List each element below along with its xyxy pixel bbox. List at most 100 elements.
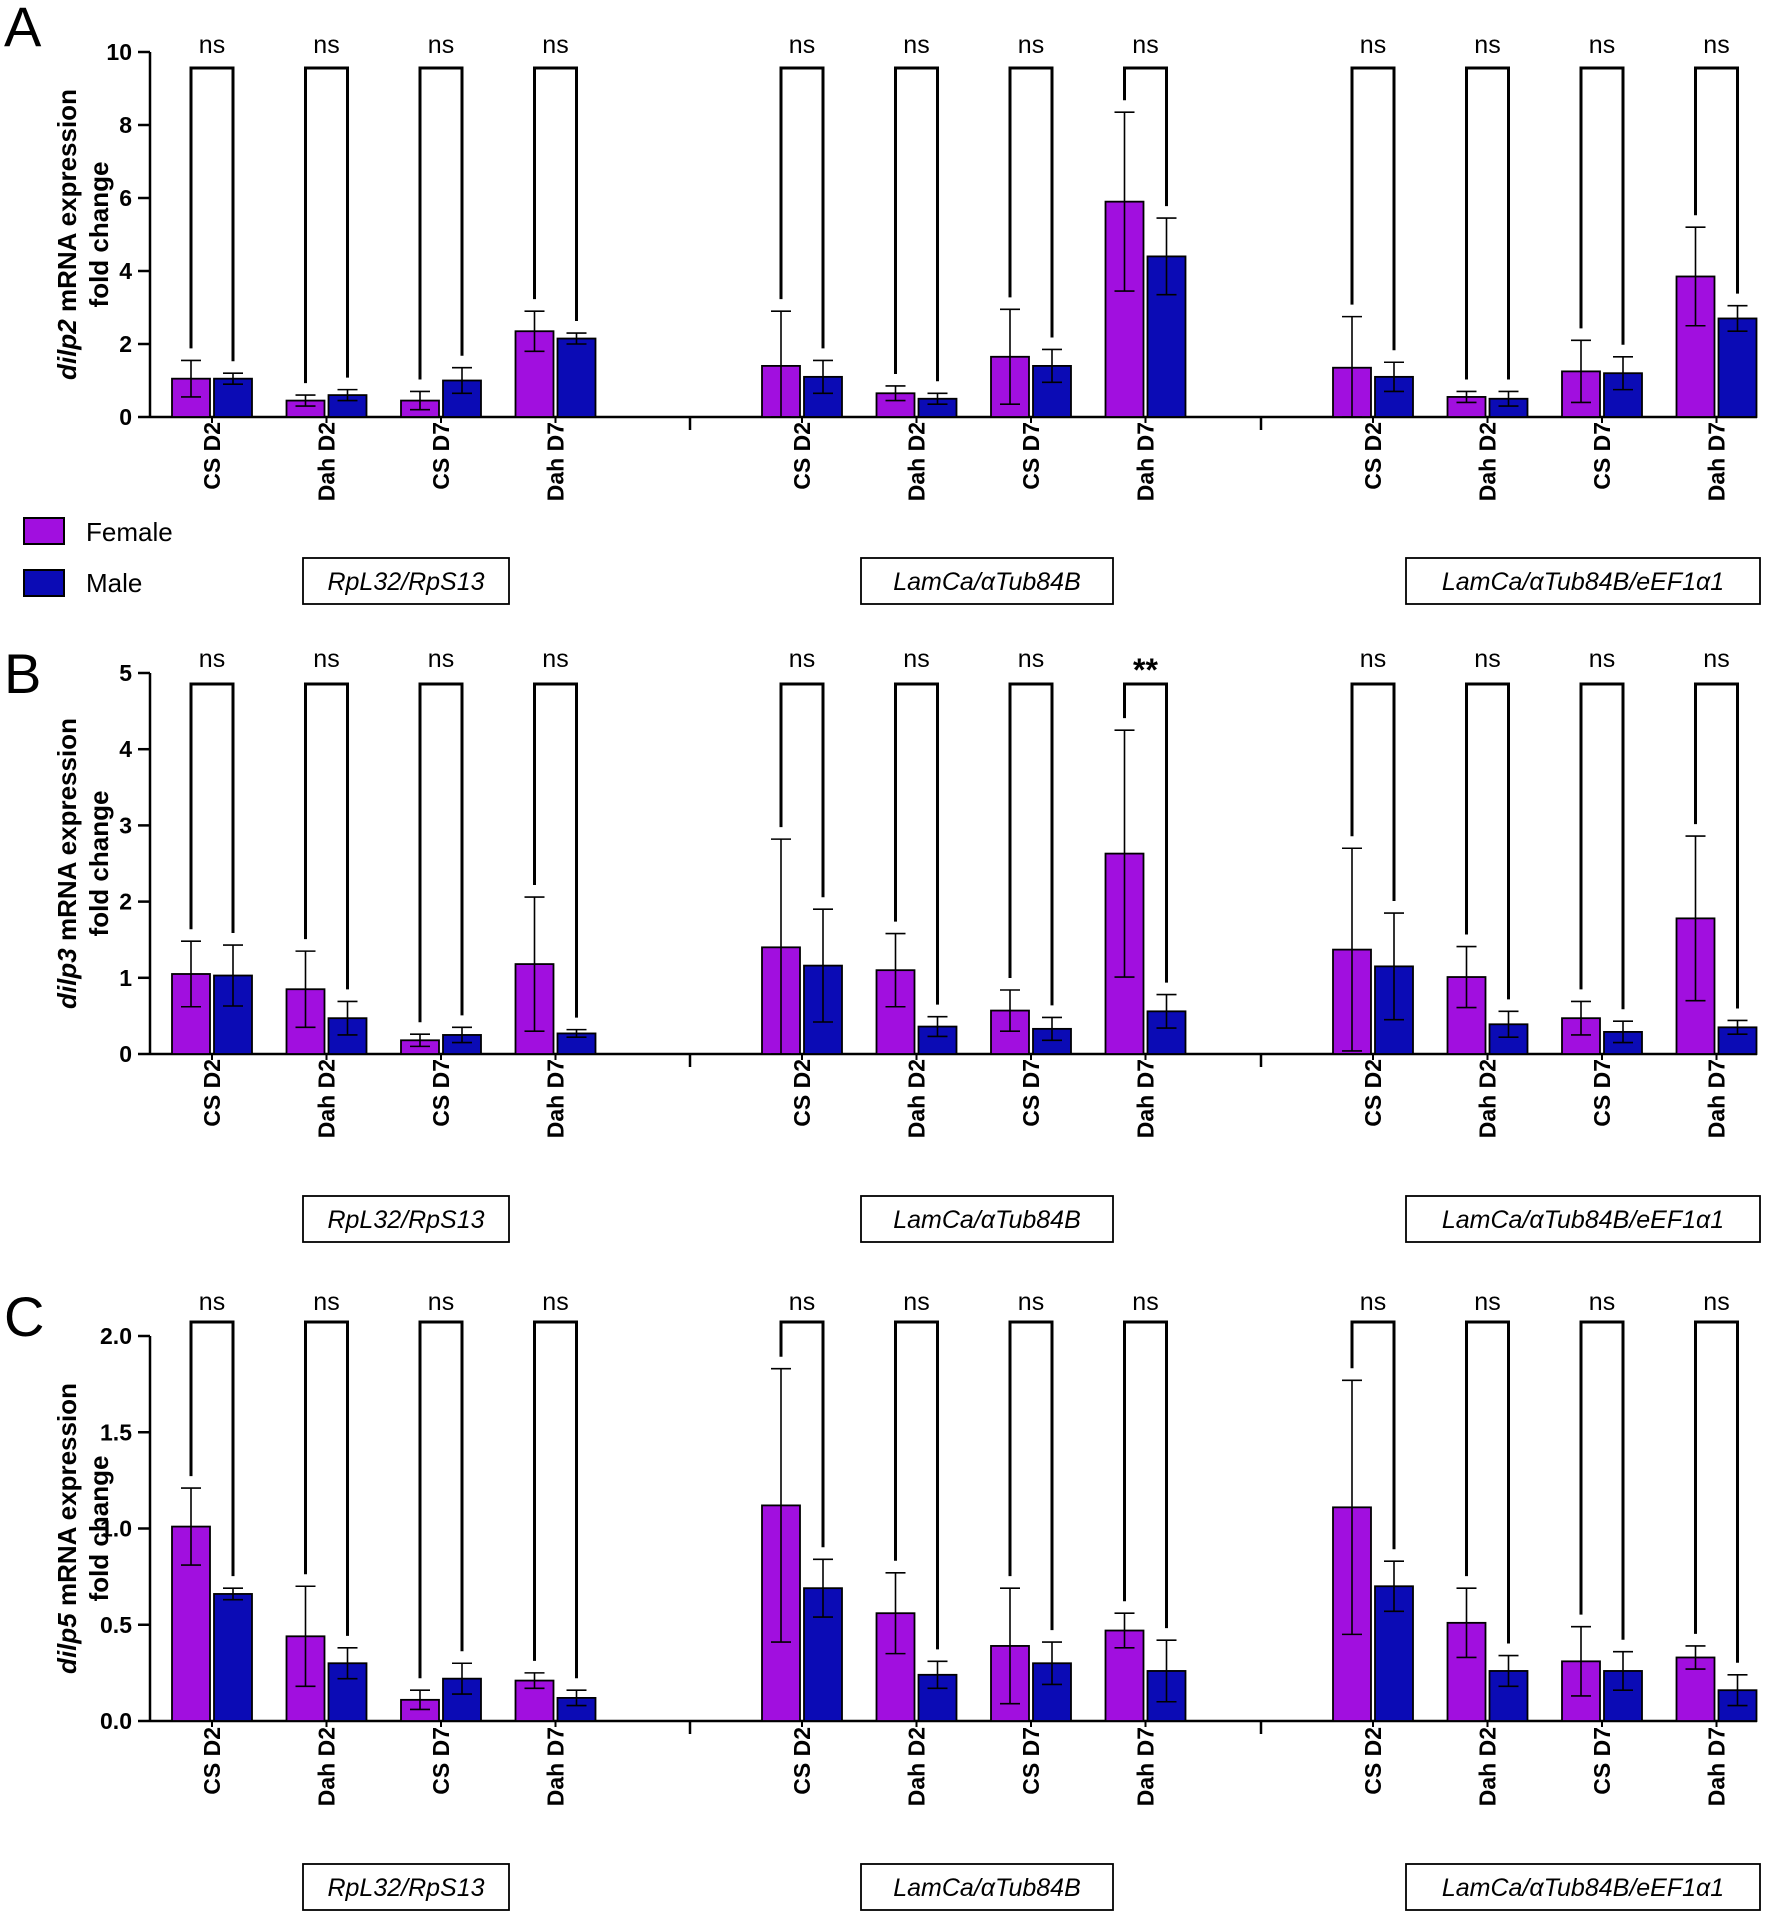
y-axis-label-line2: fold change <box>84 1456 114 1602</box>
normalization-box <box>302 1195 510 1243</box>
y-axis-label: dilp2 mRNA expression <box>52 89 82 380</box>
x-category-label: Dah D7 <box>543 422 569 501</box>
y-axis-label: dilp5 mRNA expression <box>52 1383 82 1674</box>
x-category-label: Dah D7 <box>543 1727 569 1806</box>
x-category-label: CS D7 <box>1589 422 1615 490</box>
y-tick-label: 2 <box>119 889 132 915</box>
x-category-label: Dah D2 <box>1475 422 1501 501</box>
normalization-box <box>1405 557 1761 605</box>
legend-female-swatch <box>23 517 65 545</box>
y-tick-label: 0.0 <box>100 1708 132 1734</box>
normalization-label: RpL32/RpS13 <box>327 568 484 596</box>
significance-bracket <box>1350 682 1396 902</box>
x-category-label: Dah D2 <box>314 422 340 501</box>
significance-bracket <box>189 66 235 362</box>
y-axis-label: dilp3 mRNA expression <box>52 718 82 1009</box>
significance-label: ** <box>1133 652 1158 688</box>
normalization-box <box>1405 1863 1761 1911</box>
panel-letter: C <box>4 1285 44 1348</box>
y-tick-label: 0.5 <box>100 1612 132 1638</box>
x-category-label: CS D7 <box>428 1727 454 1795</box>
significance-label: ns <box>428 1288 454 1316</box>
significance-bracket <box>1465 1320 1510 1644</box>
significance-bracket <box>779 682 825 898</box>
x-category-label: CS D2 <box>789 1059 815 1127</box>
y-axis-label-gene: dilp2 <box>52 319 82 380</box>
significance-bracket <box>779 66 825 349</box>
x-category-label: CS D2 <box>789 422 815 490</box>
normalization-label: LamCa/αTub84B <box>893 568 1081 596</box>
x-category-label: Dah D7 <box>1704 1059 1730 1138</box>
normalization-box <box>860 1863 1114 1911</box>
x-category-label: Dah D2 <box>1475 1059 1501 1138</box>
y-axis-label-text: mRNA expression <box>52 1383 82 1613</box>
significance-label: ns <box>789 31 815 59</box>
significance-label: ns <box>1018 1288 1044 1316</box>
significance-label: ns <box>542 645 568 673</box>
y-tick-label: 4 <box>119 736 132 762</box>
significance-bracket <box>1465 66 1510 380</box>
significance-bracket <box>894 1320 939 1650</box>
significance-label: ns <box>1703 645 1729 673</box>
significance-label: ns <box>1589 1288 1615 1316</box>
significance-label: ns <box>1474 645 1500 673</box>
significance-label: ns <box>428 645 454 673</box>
significance-label: ns <box>1474 1288 1500 1316</box>
significance-label: ns <box>1474 31 1500 59</box>
y-tick-label: 2.0 <box>100 1323 132 1349</box>
normalization-label: LamCa/αTub84B/eEF1α1 <box>1442 1206 1724 1234</box>
y-axis-label-gene: dilp3 <box>52 948 82 1009</box>
x-category-label: Dah D7 <box>1704 1727 1730 1806</box>
significance-bracket <box>779 1320 825 1548</box>
significance-bracket <box>1579 66 1625 345</box>
x-category-label: CS D7 <box>428 1059 454 1127</box>
y-tick-label: 2 <box>119 331 132 357</box>
x-category-label: CS D2 <box>199 1727 225 1795</box>
y-tick-label: 1.5 <box>100 1419 132 1445</box>
significance-label: ns <box>1360 645 1386 673</box>
normalization-label: LamCa/αTub84B <box>893 1206 1081 1234</box>
significance-label: ns <box>1018 31 1044 59</box>
significance-bracket <box>1694 66 1739 294</box>
significance-label: ns <box>789 645 815 673</box>
x-category-label: CS D7 <box>428 422 454 490</box>
x-category-label: CS D7 <box>1589 1727 1615 1795</box>
y-axis-label-text: mRNA expression <box>52 89 82 319</box>
x-category-label: Dah D7 <box>1704 422 1730 501</box>
normalization-label: RpL32/RpS13 <box>327 1874 484 1902</box>
significance-bracket <box>418 66 464 380</box>
x-category-label: CS D7 <box>1018 1727 1044 1795</box>
y-tick-label: 6 <box>119 185 132 211</box>
x-category-label: Dah D7 <box>1133 422 1159 501</box>
significance-label: ns <box>1018 645 1044 673</box>
x-category-label: CS D2 <box>789 1727 815 1795</box>
normalization-label: RpL32/RpS13 <box>327 1206 484 1234</box>
x-category-label: Dah D7 <box>543 1059 569 1138</box>
y-tick-label: 8 <box>119 112 132 138</box>
significance-bracket <box>304 1320 349 1636</box>
significance-label: ns <box>1360 31 1386 59</box>
significance-label: ns <box>313 1288 339 1316</box>
legend-male-swatch <box>23 569 65 597</box>
significance-label: ns <box>1360 1288 1386 1316</box>
significance-bracket <box>418 1320 464 1679</box>
x-category-label: CS D2 <box>1360 1727 1386 1795</box>
significance-bracket <box>1123 1320 1168 1629</box>
normalization-box <box>860 557 1114 605</box>
significance-bracket <box>1123 66 1168 207</box>
significance-label: ns <box>199 31 225 59</box>
y-tick-label: 1 <box>119 965 132 991</box>
x-category-label: CS D2 <box>199 1059 225 1127</box>
x-category-label: CS D2 <box>1360 422 1386 490</box>
significance-bracket <box>189 682 235 934</box>
x-category-label: Dah D2 <box>904 1059 930 1138</box>
legend-female-label: Female <box>86 517 173 547</box>
significance-label: ns <box>1703 31 1729 59</box>
normalization-label: LamCa/αTub84B <box>893 1874 1081 1902</box>
normalization-box <box>860 1195 1114 1243</box>
significance-label: ns <box>1589 645 1615 673</box>
bar-male <box>1717 317 1758 418</box>
significance-bracket <box>418 682 464 1023</box>
